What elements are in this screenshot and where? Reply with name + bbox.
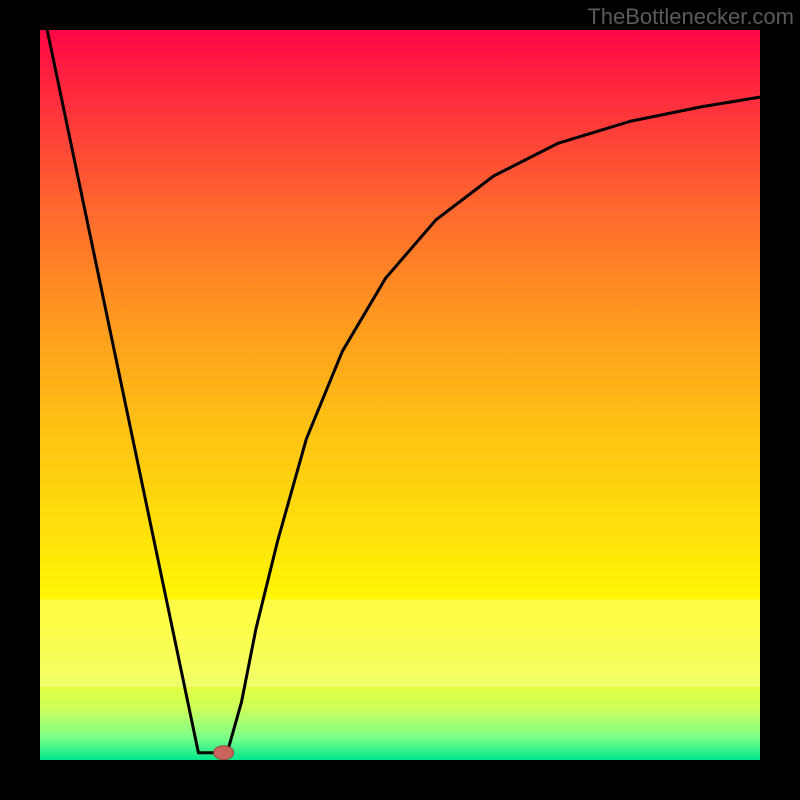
pale-yellow-band (40, 599, 760, 687)
chart-container: TheBottlenecker.com (0, 0, 800, 800)
optimal-marker (214, 746, 234, 760)
bottleneck-chart (0, 0, 800, 800)
